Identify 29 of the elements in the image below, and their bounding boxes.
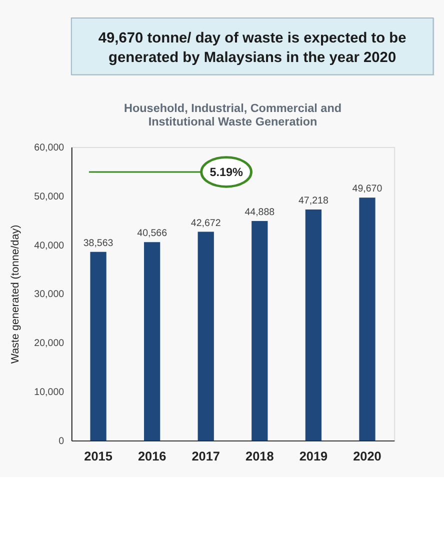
x-tick-label: 2015: [84, 448, 112, 464]
chart-title: 49,670 tonne/ day of waste is expected to be generated by Malaysians in the year 2020: [98, 30, 406, 66]
data-label: 44,888: [244, 207, 275, 218]
bar: [252, 220, 268, 440]
x-tick-label: 2017: [192, 448, 220, 464]
y-tick-label: 50,000: [34, 191, 65, 202]
chart-subtitle: Household, Industrial, Commercial and Institutional Waste Generation: [124, 102, 342, 129]
data-label: 42,672: [190, 218, 221, 229]
bar: [90, 252, 106, 440]
data-label: 38,563: [83, 238, 114, 250]
x-tick-label: 2016: [138, 448, 166, 464]
bar: [144, 242, 160, 440]
y-tick-label: 60,000: [34, 142, 65, 154]
y-tick-label: 30,000: [34, 289, 65, 300]
data-label: 40,566: [137, 228, 168, 240]
annotation: 5.19%: [210, 166, 244, 179]
y-axis-title: Waste generated (tonne/day): [9, 224, 22, 364]
x-tick-label: 2019: [299, 448, 328, 464]
bar: [359, 198, 376, 440]
x-tick-label: 2018: [246, 448, 274, 464]
y-tick-label: 20,000: [34, 338, 65, 350]
data-label: 49,670: [352, 184, 383, 195]
x-tick-label: 2020: [353, 448, 382, 464]
y-tick-label: 0: [58, 436, 65, 447]
data-label: 47,218: [298, 196, 328, 207]
bar: [305, 210, 322, 440]
y-tick-label: 40,000: [34, 240, 65, 252]
y-tick-label: 10,000: [34, 386, 65, 398]
bar: [198, 232, 214, 440]
